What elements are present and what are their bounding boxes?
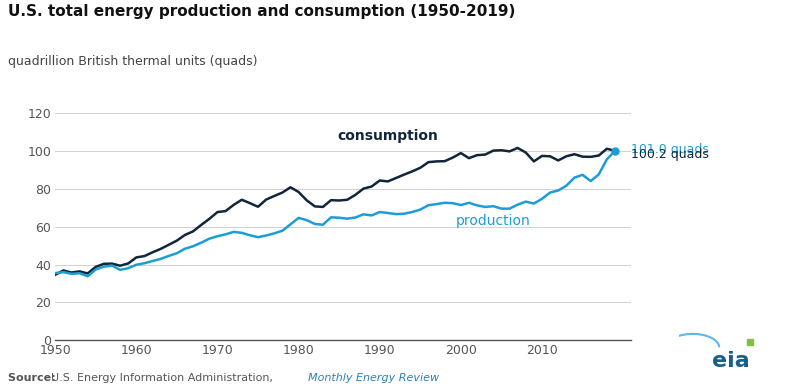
Text: 101.0 quads: 101.0 quads bbox=[631, 143, 709, 156]
Text: Monthly Energy Review: Monthly Energy Review bbox=[308, 373, 439, 383]
Text: eia: eia bbox=[712, 351, 750, 371]
Text: Source:: Source: bbox=[8, 373, 59, 383]
Text: production: production bbox=[456, 214, 531, 228]
Text: U.S. total energy production and consumption (1950-2019): U.S. total energy production and consump… bbox=[8, 4, 515, 19]
Text: consumption: consumption bbox=[338, 129, 438, 143]
Text: quadrillion British thermal units (quads): quadrillion British thermal units (quads… bbox=[8, 55, 257, 68]
Text: 100.2 quads: 100.2 quads bbox=[631, 147, 709, 161]
Text: U.S. Energy Information Administration,: U.S. Energy Information Administration, bbox=[51, 373, 277, 383]
